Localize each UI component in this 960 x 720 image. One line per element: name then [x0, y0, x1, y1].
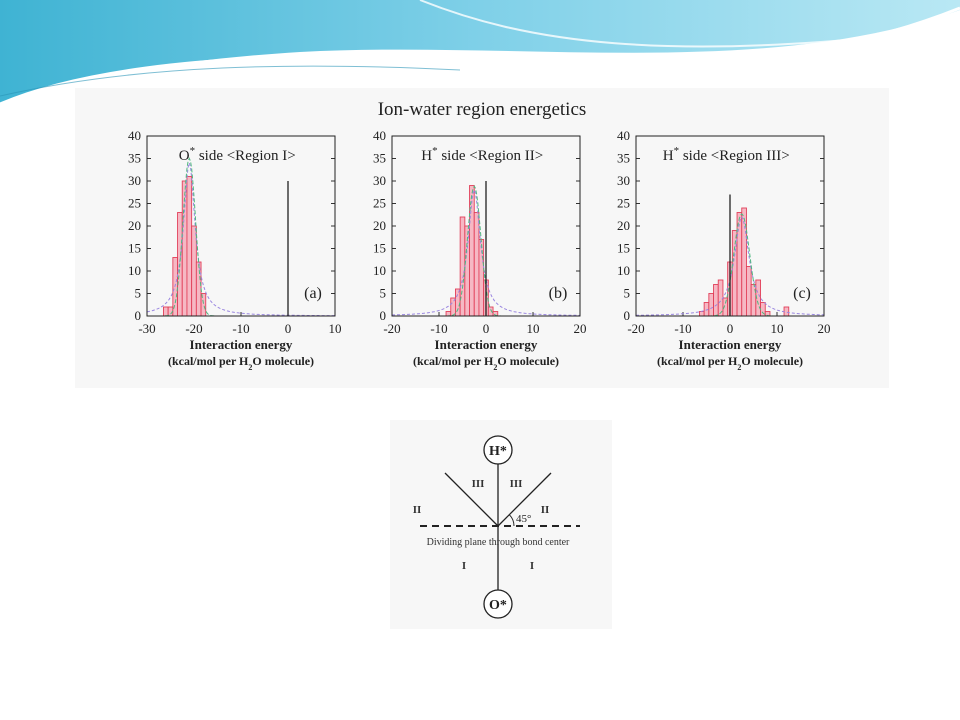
y-tick-label: 0 — [135, 308, 142, 323]
x-tick-label: 10 — [329, 321, 342, 336]
histogram-bar — [713, 284, 719, 317]
x-tick-label: 20 — [574, 321, 587, 336]
angle-label: 45° — [516, 513, 531, 525]
histogram-bar — [450, 297, 456, 317]
y-tick-label: 30 — [128, 173, 141, 188]
y-tick-label: 20 — [128, 218, 141, 233]
histogram-bar — [717, 279, 724, 317]
histogram-bar — [473, 212, 480, 317]
y-tick-label: 15 — [128, 241, 141, 256]
region-label: I — [530, 560, 534, 572]
x-axis-label: Interaction energy — [679, 337, 782, 352]
angle-arc — [508, 514, 515, 527]
x-tick-label: 10 — [771, 321, 784, 336]
y-tick-label: 35 — [617, 151, 630, 166]
region-label: II — [413, 504, 422, 516]
histogram-bar — [459, 216, 466, 317]
header-swoosh — [0, 0, 960, 106]
y-tick-label: 20 — [617, 218, 630, 233]
y-tick-label: 0 — [380, 308, 387, 323]
x-tick-label: 0 — [285, 321, 292, 336]
x-tick-label: 0 — [483, 321, 490, 336]
x-axis-units: (kcal/mol per H2O molecule) — [657, 354, 803, 372]
bottom-atom-circle — [483, 589, 513, 619]
histogram-bar — [186, 176, 193, 317]
y-tick-label: 10 — [128, 263, 141, 278]
histogram-bar — [736, 212, 743, 317]
chart-panel-2: 0 5 10 15 20 25 30 35 40 -20 -10 0 10 20 H* side <Regi… — [373, 128, 587, 372]
y-tick-label: 40 — [617, 128, 630, 143]
histogram-bar — [162, 306, 169, 317]
y-tick-label: 10 — [373, 263, 386, 278]
lorentzian-fit-curve — [146, 161, 335, 317]
histogram-bar — [746, 266, 752, 317]
y-tick-label: 15 — [373, 241, 386, 256]
panel-title: H* side <Region II> — [421, 145, 543, 164]
histogram-bar — [191, 225, 197, 317]
x-axis-units: (kcal/mol per H2O molecule) — [413, 354, 559, 372]
chart-panel-3: 0 5 10 15 20 25 30 35 40 -20 -10 0 10 20 H* side <Regi… — [617, 128, 831, 372]
top-atom-circle — [483, 435, 513, 465]
x-tick-label: -10 — [232, 321, 249, 336]
top-atom-label: H* — [489, 444, 507, 459]
x-tick-label: -10 — [430, 321, 447, 336]
panel-title: H* side <Region III> — [663, 145, 790, 164]
y-tick-label: 35 — [373, 151, 386, 166]
y-tick-label: 25 — [373, 196, 386, 211]
y-tick-label: 5 — [135, 286, 142, 301]
panel-label: (c) — [793, 285, 811, 302]
dividing-plane-label: Dividing plane through bond center — [427, 537, 570, 548]
x-tick-label: 10 — [527, 321, 540, 336]
region-diagram-svg: 45° H* O* Dividing plane through bond cente… — [413, 435, 580, 619]
x-tick-label: 0 — [727, 321, 734, 336]
y-tick-label: 15 — [617, 241, 630, 256]
region-label: I — [462, 560, 466, 572]
region-label: II — [541, 504, 550, 516]
region-label: III — [510, 478, 523, 490]
y-tick-label: 5 — [380, 286, 387, 301]
panel-title: O* side <Region I> — [179, 145, 296, 164]
y-tick-label: 35 — [128, 151, 141, 166]
panel-label: (b) — [549, 285, 568, 302]
histogram-bar — [445, 311, 452, 317]
y-tick-label: 25 — [617, 196, 630, 211]
histogram-figure: 0 5 10 15 20 25 30 35 40 -30 -20 -10 0 10 O* side <Reg… — [75, 88, 889, 388]
y-tick-label: 0 — [624, 308, 631, 323]
x-axis-label: Interaction energy — [435, 337, 538, 352]
x-tick-label: -10 — [674, 321, 691, 336]
y-tick-label: 40 — [128, 128, 141, 143]
histogram-bar — [708, 293, 714, 317]
lorentzian-fit-curve — [391, 188, 580, 316]
x-axis-label: Interaction energy — [190, 337, 293, 352]
y-tick-label: 40 — [373, 128, 386, 143]
plot-frame — [146, 135, 336, 317]
x-tick-label: -20 — [383, 321, 400, 336]
region-label: III — [472, 478, 485, 490]
y-tick-label: 10 — [617, 263, 630, 278]
histogram-charts: 0 5 10 15 20 25 30 35 40 -30 -20 -10 0 10 O* side <Reg… — [128, 128, 831, 372]
y-tick-label: 20 — [373, 218, 386, 233]
histogram-bar — [699, 311, 705, 317]
x-tick-label: -20 — [627, 321, 644, 336]
figure-title: Ion-water region energetics — [377, 99, 587, 120]
x-tick-label: -30 — [138, 321, 155, 336]
plot-frame — [391, 135, 581, 317]
bottom-atom-label: O* — [489, 598, 507, 613]
plot-frame — [635, 135, 825, 317]
y-tick-label: 30 — [373, 173, 386, 188]
chart-panel-1: 0 5 10 15 20 25 30 35 40 -30 -20 -10 0 10 O* side <Reg… — [128, 128, 342, 372]
y-tick-label: 30 — [617, 173, 630, 188]
cone-line-left — [444, 472, 499, 527]
cone-line-right — [497, 472, 552, 527]
y-tick-label: 5 — [624, 286, 631, 301]
region-diagram: 45° H* O* Dividing plane through bond cente… — [390, 420, 612, 629]
panel-label: (a) — [304, 285, 322, 302]
x-tick-label: -20 — [185, 321, 202, 336]
y-tick-label: 25 — [128, 196, 141, 211]
histogram-bar — [487, 306, 494, 317]
x-axis-units: (kcal/mol per H2O molecule) — [168, 354, 314, 372]
x-tick-label: 20 — [818, 321, 831, 336]
